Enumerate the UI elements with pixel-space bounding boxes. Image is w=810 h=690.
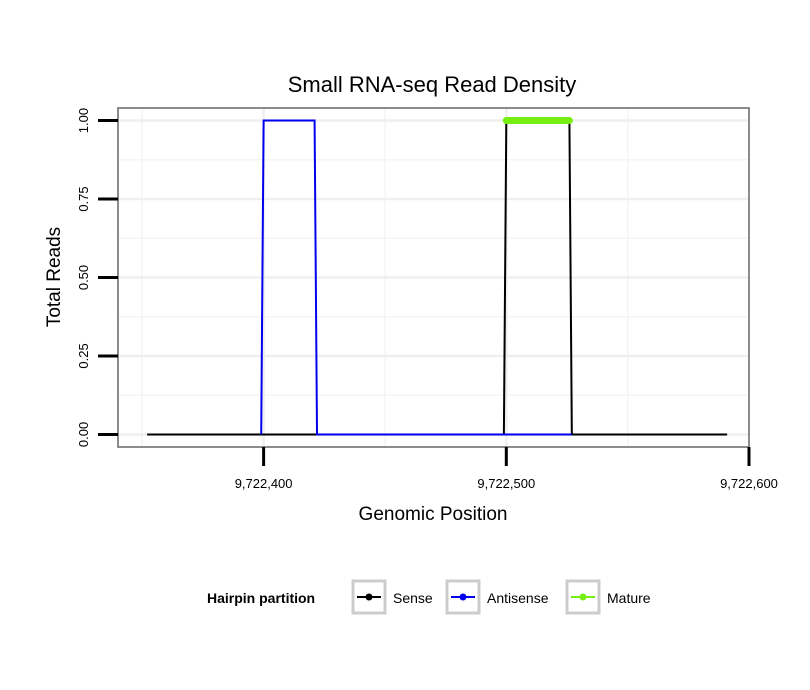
legend-label-antisense: Antisense — [487, 590, 549, 606]
legend-key-point-mature — [579, 593, 587, 601]
legend-key-box-mature — [565, 579, 601, 615]
series-line-antisense — [260, 119, 572, 436]
x-axis-title: Genomic Position — [359, 504, 508, 525]
x-tick-label: 9,722,400 — [235, 476, 293, 491]
legend: Hairpin partition Sense Antisense Mature — [207, 579, 651, 615]
chart-title: Small RNA-seq Read Density — [288, 72, 577, 97]
x-axis: 9,722,400 9,722,500 9,722,600 — [235, 447, 778, 491]
legend-title: Hairpin partition — [207, 590, 315, 606]
y-tick-label: 0.25 — [76, 343, 91, 368]
y-axis-title: Total Reads — [44, 227, 65, 327]
y-tick-label: 0.00 — [76, 422, 91, 447]
x-tick-label: 9,722,600 — [720, 476, 778, 491]
series-layer — [147, 117, 728, 436]
legend-key-point-antisense — [459, 593, 467, 601]
legend-label-mature: Mature — [607, 590, 651, 606]
y-tick-label: 0.75 — [76, 186, 91, 211]
y-tick-label: 1.00 — [76, 108, 91, 133]
legend-key-point-sense — [365, 593, 373, 601]
legend-label-sense: Sense — [393, 590, 433, 606]
y-axis: 0.00 0.25 0.50 0.75 1.00 — [76, 108, 118, 447]
x-tick-label: 9,722,500 — [477, 476, 535, 491]
y-tick-label: 0.50 — [76, 265, 91, 290]
